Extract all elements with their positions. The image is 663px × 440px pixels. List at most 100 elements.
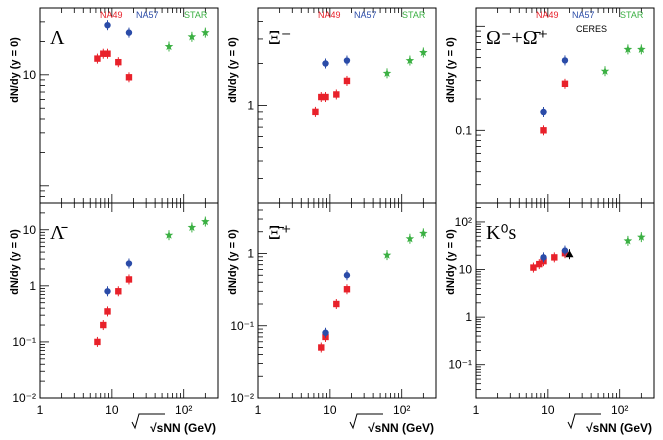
data-point-na49 [94, 338, 101, 346]
data-point-star [382, 68, 392, 77]
y-tick-label: 10⁻¹ [448, 358, 472, 372]
x-tick-label: 1 [37, 403, 44, 417]
data-point-na49 [125, 276, 133, 283]
x-tick-label: 10² [175, 403, 192, 417]
y-axis-title: dN/dy (y = 0) [445, 229, 457, 295]
data-point-na49 [115, 58, 122, 66]
x-tick-label: 1 [255, 403, 262, 417]
data-point-na49 [551, 254, 558, 261]
particle-label: Λ [50, 27, 65, 49]
panel-2: 1 dN/dy (y = 0) Ξ⁻ NA49 NA57 STAR [227, 7, 437, 204]
x-axis-title: √sNN (GeV) [586, 421, 652, 435]
data-point-star [405, 234, 415, 243]
panel-frame [257, 202, 437, 399]
y-tick-label: 1 [247, 99, 254, 113]
data-point-na57 [540, 254, 547, 261]
particle-label: Λ̄ [50, 222, 69, 244]
data-point-star [419, 48, 428, 57]
sqrt-sign [131, 413, 165, 430]
sqrt-sign [349, 413, 383, 430]
y-axis-title: dN/dy (y = 0) [227, 37, 239, 103]
x-tick-label: 1 [473, 403, 480, 417]
y-axis-title: dN/dy (y = 0) [9, 37, 21, 103]
legend-entry: NA57 [354, 10, 377, 20]
particle-label: Ξ⁻ [268, 27, 291, 49]
data-point-na49 [318, 93, 325, 101]
x-tick-label: 10 [105, 403, 119, 417]
data-point-na49 [104, 308, 111, 315]
data-point-na57 [561, 57, 569, 64]
legend-entry: CERES [576, 24, 607, 34]
data-point-star [623, 44, 633, 53]
data-point-na49 [530, 264, 537, 271]
y-tick-label: 1 [247, 247, 254, 261]
x-tick-label: 10² [611, 403, 628, 417]
data-point-na49 [104, 50, 111, 57]
data-point-na49 [94, 55, 101, 62]
data-point-na49 [540, 127, 547, 134]
y-axis-title: dN/dy (y = 0) [227, 229, 239, 295]
y-tick-label: 10² [455, 215, 472, 229]
legend-entry: STAR [402, 10, 426, 20]
legend-entry: NA49 [100, 10, 123, 20]
data-point-na49 [343, 77, 351, 85]
data-point-star [187, 222, 197, 232]
data-point-star [637, 44, 646, 53]
legend-entry: NA49 [318, 10, 341, 20]
data-point-na57 [104, 21, 111, 29]
panel-4: 10⁻² 10⁻¹ 1 10 1 10 10² dN/dy (y = 0) √sNN (GeV)… [9, 202, 219, 435]
data-point-na57 [540, 108, 547, 116]
data-point-na49 [333, 300, 340, 308]
particle-label: Ω⁻+Ω̄⁺ [486, 27, 548, 49]
legend-entry: NA49 [536, 10, 559, 20]
data-point-star [419, 228, 428, 237]
data-point-star [164, 42, 174, 51]
panel-frame [475, 202, 655, 399]
data-point-star [201, 217, 210, 226]
data-point-na57 [343, 272, 351, 279]
panel-3: 0.1 dN/dy (y = 0) Ω⁻+Ω̄⁺ NA49 NA57 STAR CERES [445, 7, 655, 204]
data-point-na49 [333, 91, 340, 98]
legend-entry: STAR [184, 10, 208, 20]
data-point-na57 [561, 247, 569, 254]
data-point-na49 [318, 344, 325, 351]
y-tick-label: 10⁻² [12, 391, 36, 405]
data-point-ceres [565, 250, 574, 258]
data-point-na57 [125, 260, 133, 267]
legend-entry: NA57 [136, 10, 159, 20]
x-tick-label: 10² [393, 403, 410, 417]
data-point-na57 [125, 29, 133, 36]
sqrt-sign [567, 413, 601, 430]
y-axis-title: dN/dy (y = 0) [445, 37, 457, 103]
particle-label: Ξ̄⁺ [268, 222, 291, 244]
data-point-na49 [115, 288, 122, 295]
y-tick-label: 10 [23, 68, 37, 82]
x-tick-label: 10 [541, 403, 555, 417]
y-tick-label: 1 [465, 310, 472, 324]
data-point-na49 [125, 74, 133, 81]
data-point-na49 [536, 260, 543, 268]
data-point-na49 [100, 50, 107, 57]
x-axis-title: √sNN (GeV) [150, 421, 216, 435]
data-point-na49 [343, 286, 351, 293]
data-point-star [637, 232, 646, 241]
data-point-star [164, 230, 174, 239]
data-point-na57 [343, 57, 351, 64]
y-tick-label: 10⁻² [230, 391, 254, 405]
data-point-na49 [312, 108, 319, 116]
x-tick-label: 10 [323, 403, 337, 417]
data-point-star [405, 56, 415, 65]
data-point-na57 [322, 60, 329, 67]
data-point-na57 [104, 288, 111, 295]
data-point-na49 [100, 321, 107, 329]
y-tick-label: 10⁻¹ [230, 319, 254, 333]
y-tick-label: 0.1 [455, 123, 472, 137]
x-axis-title: √sNN (GeV) [368, 421, 434, 435]
legend-entry: STAR [620, 10, 644, 20]
panel-frame [39, 202, 219, 399]
data-point-star [623, 236, 633, 245]
y-axis-title: dN/dy (y = 0) [9, 229, 21, 295]
